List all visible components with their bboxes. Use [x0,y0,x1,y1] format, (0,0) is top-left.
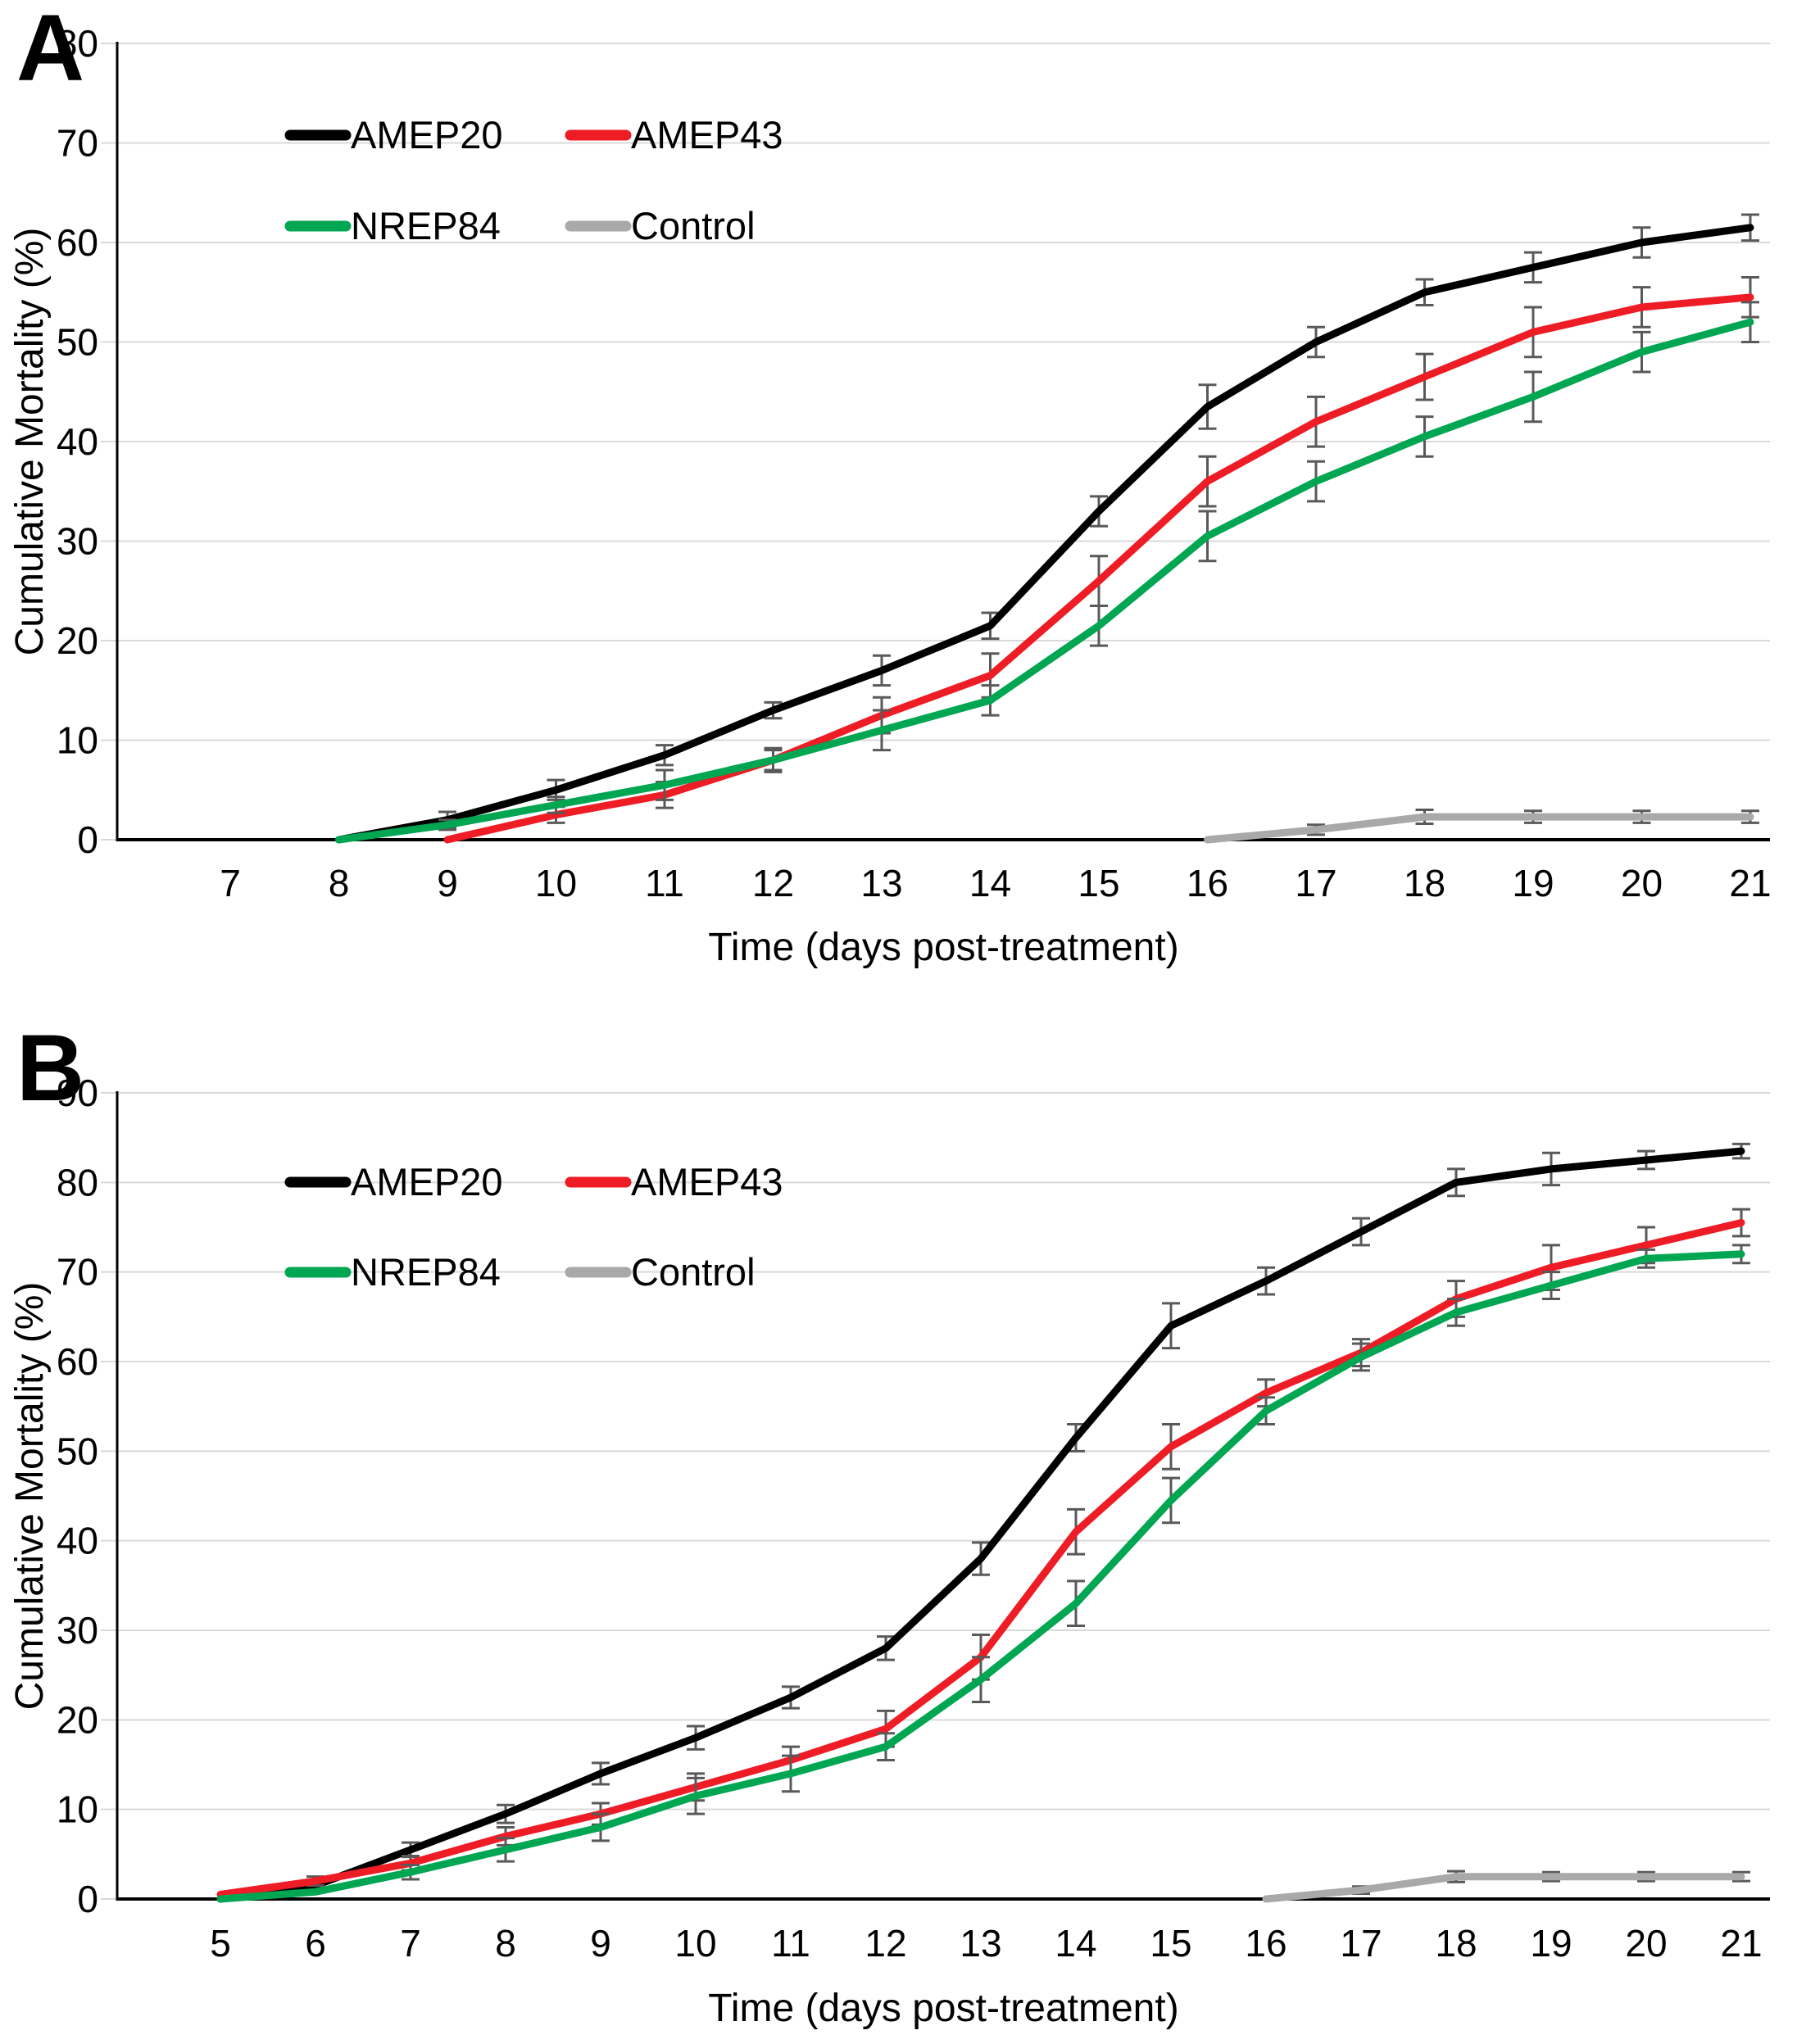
x-tick-labels: 5 6 7 8 9 10 11 12 13 14 15 16 17 18 19 20 21 [210,1922,1762,1965]
series-amep20 [216,1142,1750,1903]
y-tick-label: 20 [57,1698,98,1741]
series-amep43 [443,276,1759,844]
legend-label-nrep84: NREP84 [351,1250,501,1294]
x-tick-label: 12 [864,1922,906,1965]
y-axis-title: Cumulative Mortality (%) [8,1282,52,1711]
y-tick-label: 40 [57,420,98,463]
x-tick-label: 18 [1435,1922,1477,1965]
x-tick-label: 19 [1512,862,1554,904]
x-axis-title: Time (days post-treatment) [708,926,1178,969]
series-amep20 [335,213,1759,844]
x-tick-label: 11 [771,1922,810,1965]
y-tick-label: 0 [77,818,98,861]
x-tick-label: 13 [960,1922,1001,1965]
legend-label-amep43: AMEP43 [631,1160,783,1203]
x-tick-label: 17 [1295,862,1336,904]
x-tick-label: 21 [1720,1922,1762,1965]
y-tick-label: 20 [57,619,98,662]
series-line-control [1262,1873,1745,1903]
series-nrep84 [216,1244,1750,1903]
series-nrep84 [335,301,1759,844]
y-axis-title: Cumulative Mortality (%) [8,228,52,656]
series-line-nrep84 [335,318,1754,844]
x-tick-label: 15 [1150,1922,1191,1965]
legend-label-amep20: AMEP20 [351,113,502,156]
error-bars-amep20 [306,1142,1750,1892]
y-tick-label: 80 [57,1161,98,1203]
x-tick-label: 19 [1530,1922,1572,1965]
x-tick-label: 6 [305,1922,326,1965]
panel-a: A 0 10 20 30 40 50 60 70 80 7 8 9 10 11 12 13 14 15 16 17 18… [0,0,1797,1020]
y-tick-label: 60 [57,221,98,264]
y-tick-label: 50 [57,1430,98,1472]
y-tick-label: 10 [57,719,98,762]
y-tick-label: 80 [57,22,98,65]
y-tick-label: 30 [57,1609,98,1652]
x-tick-label: 17 [1340,1922,1382,1965]
panel-a-label: A [16,0,84,101]
x-tick-label: 16 [1187,862,1228,904]
legend: AMEP20 AMEP43 NREP84 Control [284,113,783,247]
x-tick-label: 8 [495,1922,516,1965]
legend-label-nrep84: NREP84 [351,204,501,247]
x-tick-label: 12 [752,862,794,904]
x-axis-title: Time (days post-treatment) [708,1987,1178,2030]
x-tick-label: 9 [590,1922,611,1965]
series-control [1262,1870,1750,1903]
panel-a-chart: 0 10 20 30 40 50 60 70 80 7 8 9 10 11 12 13 14 15 16 17 18 19… [8,22,1772,969]
y-tick-labels: 0 10 20 30 40 50 60 70 80 [57,22,98,861]
y-tick-label: 0 [77,1878,98,1920]
x-tick-label: 7 [400,1922,421,1965]
panel-b-label: B [16,1016,84,1121]
gridlines [101,1092,1770,1900]
error-bars-amep20 [438,213,1759,829]
series-line-control [1204,813,1754,844]
x-tick-label: 14 [969,862,1011,904]
y-tick-label: 10 [57,1788,98,1831]
series-line-nrep84 [216,1250,1745,1903]
x-tick-label: 21 [1729,862,1771,904]
series-line-amep20 [216,1147,1745,1903]
x-tick-label: 18 [1404,862,1445,904]
x-tick-label: 10 [674,1922,716,1965]
x-tick-label: 16 [1245,1922,1286,1965]
y-tick-label: 30 [57,520,98,563]
x-tick-label: 5 [210,1922,231,1965]
panel-b: B 0 10 20 30 40 50 60 70 80 90 5 6 7 8 9 10 11 12 13 14 15 16… [0,1020,1797,2044]
legend-label-amep43: AMEP43 [631,113,783,156]
y-tick-label: 90 [57,1072,98,1114]
y-tick-labels: 0 10 20 30 40 50 60 70 80 90 [57,1072,98,1920]
x-tick-label: 7 [220,862,241,904]
y-tick-label: 70 [57,122,98,165]
x-tick-label: 20 [1625,1922,1667,1965]
series-line-amep20 [335,224,1754,844]
y-tick-label: 60 [57,1340,98,1383]
y-tick-label: 70 [57,1251,98,1294]
x-tick-label: 10 [535,862,577,904]
gridlines [101,43,1770,841]
x-tick-labels: 7 8 9 10 11 12 13 14 15 16 17 18 19 20 21 [220,862,1771,904]
error-bars-amep43 [306,1208,1750,1888]
y-tick-label: 40 [57,1520,98,1562]
legend-label-control: Control [631,1250,756,1294]
x-tick-label: 14 [1055,1922,1096,1965]
panel-b-chart: 0 10 20 30 40 50 60 70 80 90 5 6 7 8 9 10 11 12 13 14 15 16 17… [8,1072,1770,2030]
legend: AMEP20 AMEP43 NREP84 Control [284,1160,783,1294]
legend-label-control: Control [631,204,756,247]
x-tick-label: 8 [329,862,350,904]
x-tick-label: 13 [860,862,902,904]
x-tick-label: 9 [437,862,458,904]
x-tick-label: 20 [1621,862,1663,904]
x-tick-label: 11 [645,862,684,904]
legend-label-amep20: AMEP20 [351,1160,502,1203]
series-control [1204,809,1759,844]
x-tick-label: 15 [1078,862,1119,904]
y-tick-label: 50 [57,321,98,364]
